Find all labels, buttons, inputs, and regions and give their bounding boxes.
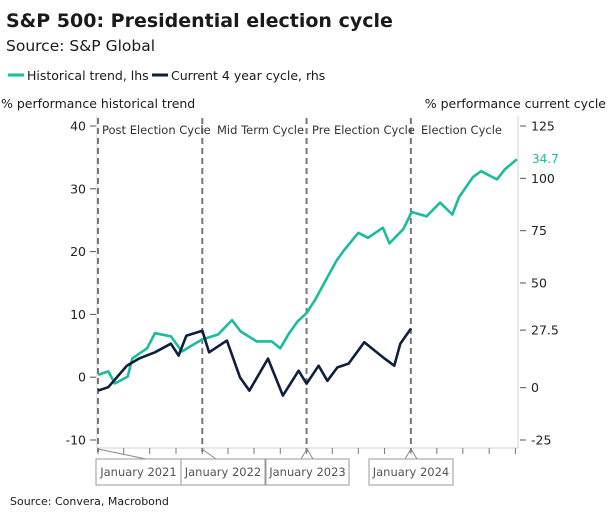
right-tick-label: -25: [531, 433, 551, 448]
left-tick-label: -10: [66, 433, 86, 448]
x-label-jan-2021: January 2021: [99, 465, 177, 479]
right-tick-label: 27.5: [531, 323, 559, 338]
series-line-current-cycle: [97, 327, 412, 397]
date-connector-2022: [201, 448, 217, 460]
date-connector-2023: [300, 448, 314, 460]
cycle-label-post-election: Post Election Cycle: [102, 123, 211, 137]
x-label-jan-2022: January 2022: [184, 465, 262, 479]
left-axis-title: % performance historical trend: [1, 96, 195, 111]
left-tick-label: 20: [70, 244, 86, 259]
cycle-label-election: Election Cycle: [421, 123, 502, 137]
cycle-dividers: [97, 118, 412, 452]
x-label-jan-2024: January 2024: [372, 465, 450, 479]
left-tick-label: 10: [70, 307, 86, 322]
left-y-ticks: 40 30 20 10 0 -10: [66, 119, 96, 448]
date-connector-2024: [404, 448, 418, 460]
date-connector-2021: [97, 448, 147, 460]
end-value-label: 34.7: [532, 152, 559, 166]
left-tick-label: 0: [78, 370, 86, 385]
source-note: Source: Convera, Macrobond: [10, 495, 169, 508]
legend-label-current: Current 4 year cycle, rhs: [171, 68, 325, 83]
right-tick-label: 0: [531, 380, 539, 395]
series-line-historical-trend: [97, 158, 518, 385]
chart-subtitle: Source: S&P Global: [6, 37, 155, 55]
right-axis-title: % performance current cycle: [425, 96, 607, 111]
x-label-jan-2023: January 2023: [268, 465, 346, 479]
cycle-label-pre-election: Pre Election Cycle: [312, 123, 415, 137]
left-tick-label: 30: [70, 181, 86, 196]
right-tick-label: 50: [531, 276, 547, 291]
right-tick-label: 125: [531, 119, 555, 134]
cycle-label-mid-term: Mid Term Cycle: [217, 123, 304, 137]
left-tick-label: 40: [70, 119, 86, 134]
x-date-labels: January 2021 January 2022 January 2023 J…: [95, 448, 454, 486]
legend: Historical trend, lhs Current 4 year cyc…: [8, 68, 325, 83]
right-tick-label: 75: [531, 223, 547, 238]
legend-label-historical: Historical trend, lhs: [27, 68, 149, 83]
right-tick-label: 100: [531, 171, 555, 186]
chart-title: S&P 500: Presidential election cycle: [6, 10, 393, 32]
right-y-ticks: 125 100 75 50 27.5 0 -25: [520, 119, 559, 448]
